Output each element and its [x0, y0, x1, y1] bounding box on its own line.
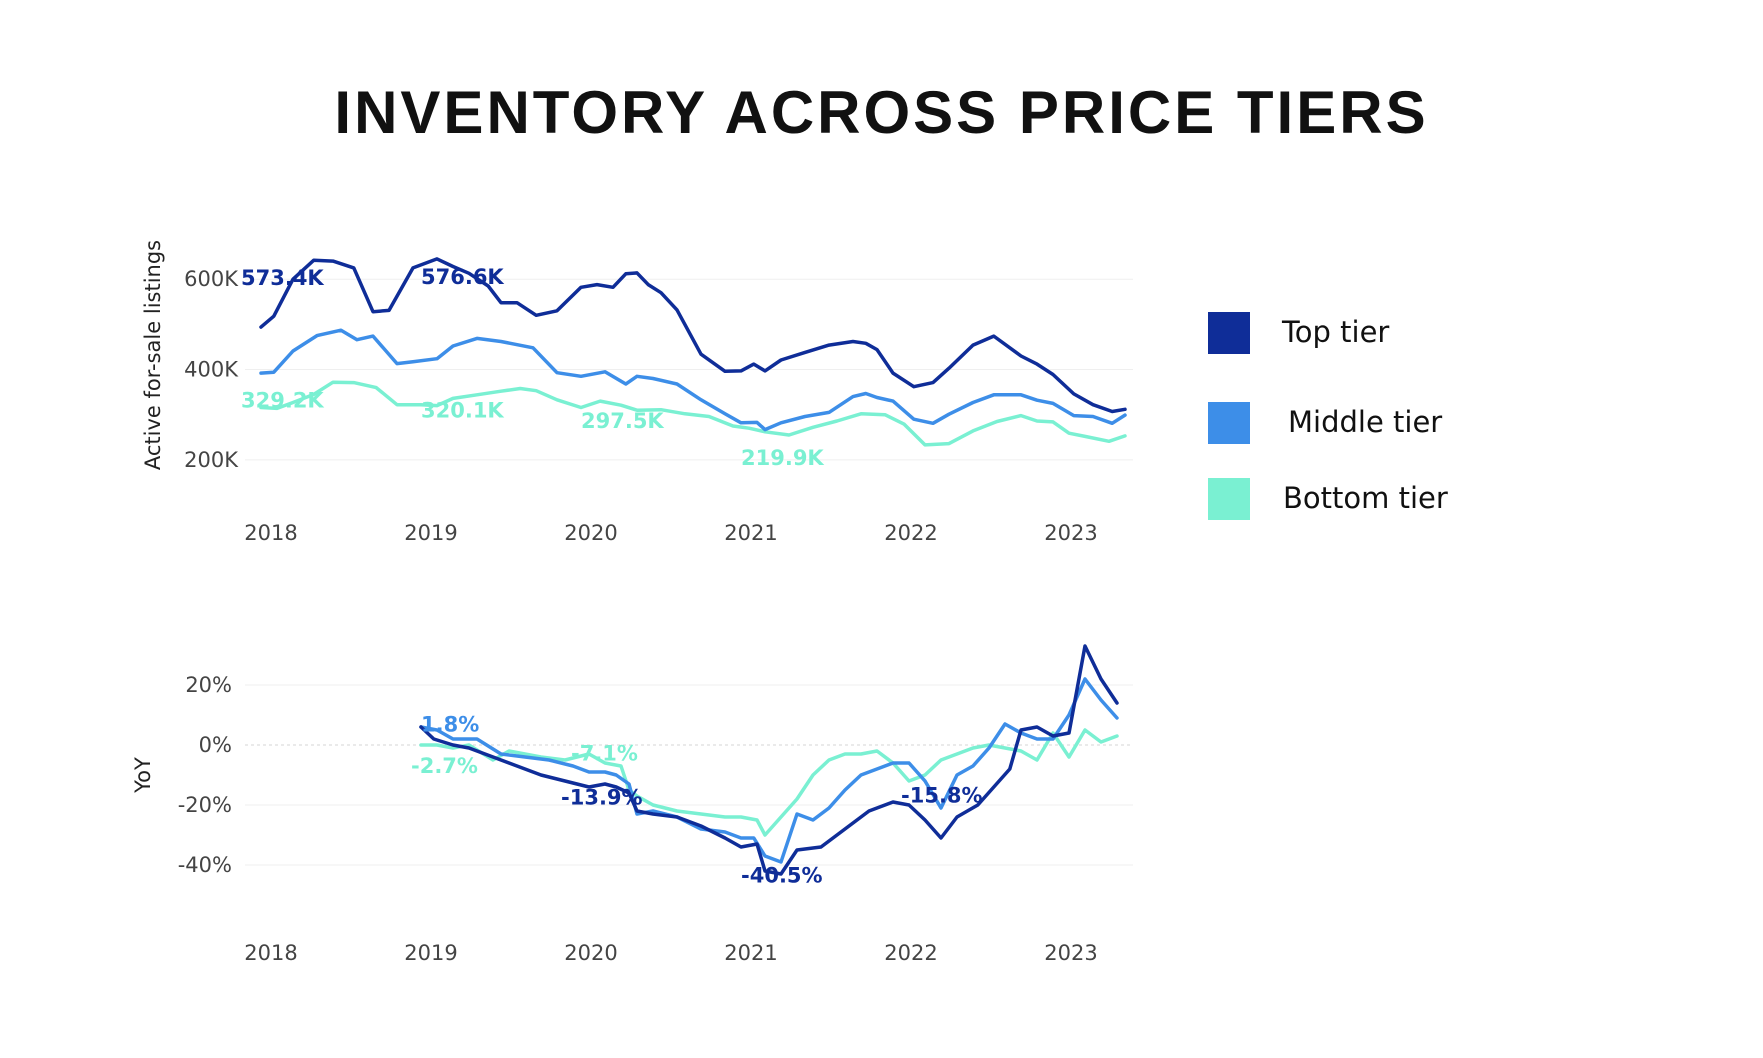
x-tick-label: 2021 [724, 521, 777, 545]
data-label: 329.2K [241, 388, 324, 412]
chart-1: 200K 400K 600K 2018 2019 2020 2021 2022 2023 Acti… [141, 240, 1133, 545]
series-line-bottom-tier [419, 728, 1119, 837]
y-axis-title: YoY [131, 757, 155, 794]
x-tick-label: 2022 [884, 521, 937, 545]
x-tick-label: 2020 [564, 521, 617, 545]
legend-label: Middle tier [1288, 405, 1443, 439]
series-line-bottom-tier [259, 380, 1127, 447]
x-tick-label: 2019 [404, 941, 457, 965]
x-tick-label: 2021 [724, 941, 777, 965]
data-label: 573.4K [241, 266, 324, 290]
data-label: -7.1% [571, 741, 638, 765]
data-label: -40.5% [741, 864, 823, 888]
x-tick-label: 2020 [564, 941, 617, 965]
data-label: -2.7% [411, 754, 478, 778]
y-tick-label: 400K [184, 358, 239, 382]
data-label: 576.6K [421, 265, 504, 289]
page-title: INVENTORY ACROSS PRICE TIERS [334, 79, 1429, 146]
x-tick-label: 2018 [244, 941, 297, 965]
legend-swatch [1208, 478, 1250, 520]
series-line-top-tier [259, 257, 1127, 414]
y-tick-label: 20% [185, 673, 232, 697]
legend-label: Top tier [1282, 315, 1390, 349]
data-label: -15.8% [901, 783, 983, 807]
data-label: 1.8% [421, 713, 479, 737]
legend-swatch [1208, 312, 1250, 354]
y-tick-label: -40% [178, 853, 232, 877]
data-label: 219.9K [741, 446, 824, 470]
y-tick-label: 200K [184, 448, 239, 472]
x-tick-label: 2023 [1044, 941, 1097, 965]
legend-swatch [1208, 402, 1250, 444]
data-label: 320.1K [421, 399, 504, 423]
x-tick-label: 2019 [404, 521, 457, 545]
data-label: 297.5K [581, 409, 664, 433]
y-tick-label: 0% [199, 733, 232, 757]
series-line-middle-tier [259, 328, 1127, 432]
series-line-middle-tier [419, 677, 1119, 864]
x-tick-label: 2022 [884, 941, 937, 965]
series-line-top-tier [419, 644, 1119, 876]
y-tick-label: 600K [184, 267, 239, 291]
chart-2: 20% 0% -20% -40% 2018 2019 2020 2021 2022 2023 YoY… [131, 644, 1133, 965]
y-tick-label: -20% [178, 793, 232, 817]
x-tick-label: 2018 [244, 521, 297, 545]
legend-label: Bottom tier [1283, 481, 1448, 515]
x-tick-label: 2023 [1044, 521, 1097, 545]
data-label: -13.9% [561, 786, 643, 810]
y-axis-title: Active for-sale listings [141, 240, 165, 470]
